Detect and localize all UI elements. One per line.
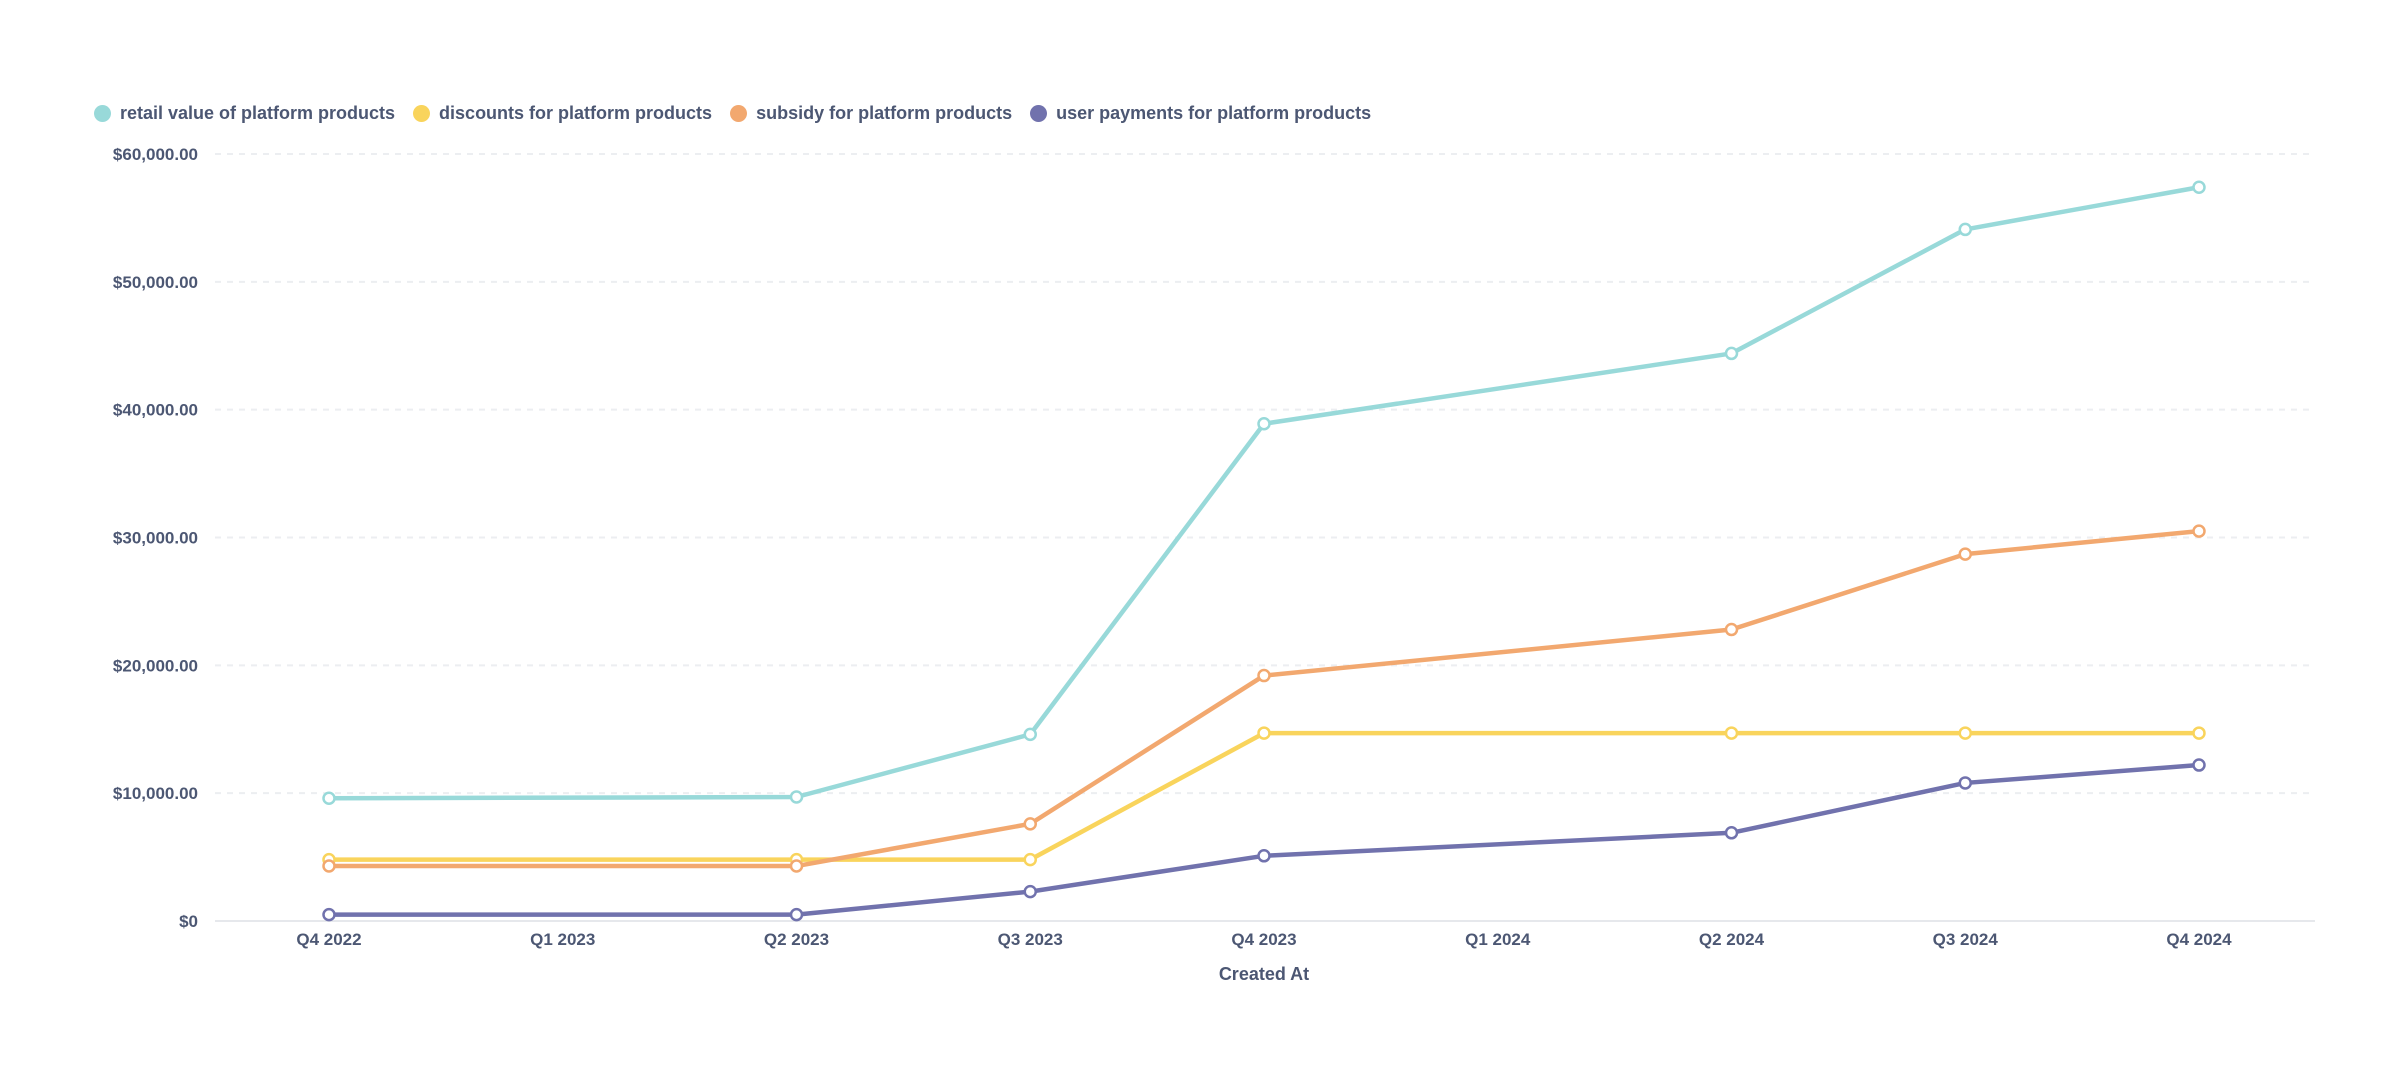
data-point[interactable] (2192, 758, 2206, 772)
x-tick-label: Q4 2022 (296, 930, 361, 949)
data-point[interactable] (322, 791, 336, 806)
data-point[interactable] (2192, 726, 2206, 740)
data-point[interactable] (1958, 726, 1972, 740)
data-point[interactable] (789, 859, 804, 873)
x-tick-label: Q4 2024 (2166, 930, 2232, 949)
data-point[interactable] (1257, 849, 1271, 863)
x-tick-label: Q3 2024 (1933, 930, 1999, 949)
legend-swatch (730, 105, 748, 122)
legend-label: user payments for platform products (1056, 103, 1372, 123)
data-point[interactable] (1257, 416, 1271, 431)
series-points (322, 180, 2206, 922)
y-tick-label: $60,000.00 (113, 145, 198, 164)
x-tick-label: Q3 2023 (998, 930, 1063, 949)
legend-label: subsidy for platform products (756, 103, 1013, 123)
x-axis: Q4 2022 Q1 2023 Q2 2023 Q3 2023 Q4 2023 Q1 20… (296, 930, 2232, 949)
x-tick-label: Q1 2023 (530, 930, 595, 949)
data-point[interactable] (322, 907, 336, 922)
series-line (326, 184, 2202, 801)
data-point[interactable] (1023, 884, 1037, 899)
y-tick-label: $0 (179, 912, 198, 931)
data-point[interactable] (1023, 852, 1037, 867)
data-point[interactable] (1724, 826, 1739, 840)
x-axis-title: Created At (1219, 964, 1309, 984)
data-point[interactable] (1958, 222, 1972, 237)
legend-item[interactable]: subsidy for platform products (730, 103, 1012, 124)
legend-swatch (413, 105, 431, 122)
series-line (326, 528, 2202, 869)
legend-swatch (1030, 105, 1048, 122)
y-tick-label: $40,000.00 (113, 401, 198, 420)
legend-label: discounts for platform products (439, 103, 713, 123)
legend-item[interactable]: retail value of platform products (94, 103, 395, 124)
chart-legend: retail value of platform products discoun… (94, 103, 1389, 124)
y-tick-label: $30,000.00 (113, 529, 198, 548)
data-point[interactable] (1724, 726, 1739, 740)
gridlines (215, 153, 2315, 922)
data-point[interactable] (1023, 727, 1037, 742)
x-tick-label: Q2 2024 (1699, 930, 1765, 949)
series-line (326, 762, 2202, 917)
y-tick-label: $50,000.00 (113, 273, 198, 292)
data-point[interactable] (2192, 524, 2206, 538)
x-tick-label: Q4 2023 (1231, 930, 1296, 949)
data-point[interactable] (1023, 817, 1037, 831)
data-point[interactable] (789, 907, 804, 922)
data-point[interactable] (1257, 668, 1271, 683)
data-point[interactable] (322, 859, 336, 873)
series-lines (326, 184, 2202, 917)
y-tick-label: $10,000.00 (113, 784, 198, 803)
legend-label: retail value of platform products (120, 103, 396, 123)
data-point[interactable] (1958, 776, 1972, 790)
y-axis-ticks: $0 $10,000.00 $20,000.00 $30,000.00 $40,000.… (113, 145, 198, 931)
legend-swatch (94, 105, 111, 122)
data-point[interactable] (789, 790, 804, 804)
data-point[interactable] (2192, 180, 2206, 194)
data-point[interactable] (1724, 346, 1739, 361)
data-point[interactable] (1724, 622, 1739, 637)
data-point[interactable] (1257, 726, 1271, 740)
legend-item[interactable]: user payments for platform products (1030, 103, 1371, 124)
x-tick-label: Q1 2024 (1465, 930, 1531, 949)
x-tick-label: Q2 2023 (764, 930, 829, 949)
y-tick-label: $20,000.00 (113, 656, 198, 675)
legend-item[interactable]: discounts for platform products (413, 103, 712, 124)
data-point[interactable] (1958, 547, 1972, 561)
